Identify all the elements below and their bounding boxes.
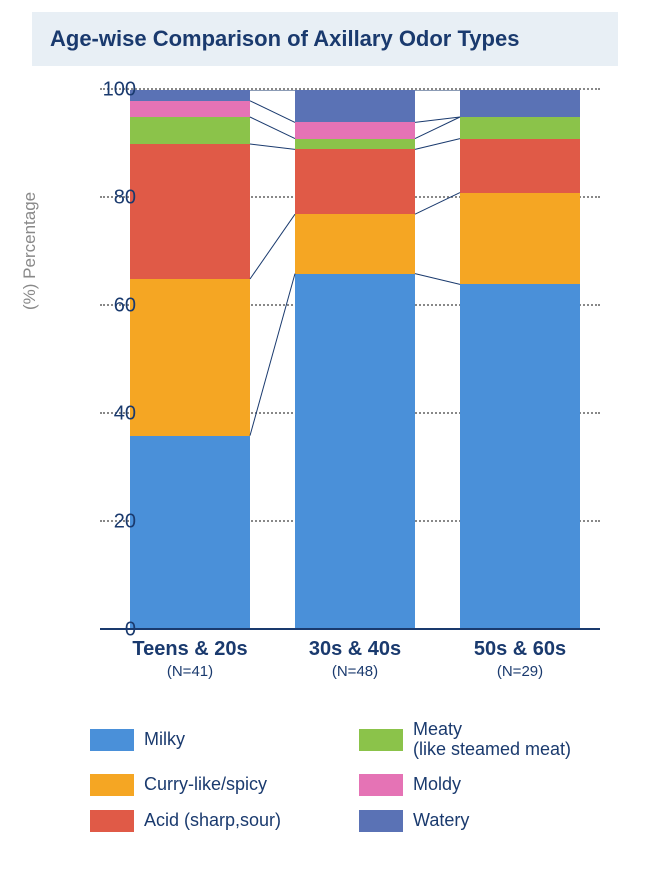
bar-segment-watery xyxy=(295,90,415,122)
legend-label: Curry-like/spicy xyxy=(144,775,267,795)
bar-segment-watery xyxy=(460,90,580,117)
chart-title: Age-wise Comparison of Axillary Odor Typ… xyxy=(32,12,618,66)
legend-swatch xyxy=(359,774,403,796)
y-tick: 80 xyxy=(114,187,136,210)
legend-swatch xyxy=(359,729,403,751)
bar-segment-curry xyxy=(295,214,415,273)
y-tick: 100 xyxy=(103,79,136,102)
legend-item-curry: Curry-like/spicy xyxy=(90,774,351,796)
legend-swatch xyxy=(359,810,403,832)
legend-item-meaty: Meaty(like steamed meat) xyxy=(359,720,620,760)
legend-swatch xyxy=(90,774,134,796)
bar-segment-acid xyxy=(130,144,250,279)
bar-segment-milky xyxy=(460,284,580,630)
bar-segment-acid xyxy=(295,149,415,214)
bar-segment-curry xyxy=(130,279,250,436)
bar-segment-acid xyxy=(460,139,580,193)
x-label-main: 50s & 60s xyxy=(450,638,590,661)
plot-area xyxy=(100,90,600,630)
bar-segment-watery xyxy=(130,90,250,101)
bar-group xyxy=(130,90,250,630)
bar-segment-meaty xyxy=(130,117,250,144)
legend-item-milky: Milky xyxy=(90,720,351,760)
y-axis-label: (%) Percentage xyxy=(20,192,40,310)
legend-label: Acid (sharp,sour) xyxy=(144,811,281,831)
stacked-bar xyxy=(460,90,580,630)
x-label-sub: (N=41) xyxy=(120,663,260,680)
x-label-sub: (N=48) xyxy=(285,663,425,680)
x-label-main: Teens & 20s xyxy=(120,638,260,661)
legend-label: Watery xyxy=(413,811,469,831)
legend-swatch xyxy=(90,810,134,832)
y-tick: 0 xyxy=(125,619,136,642)
bar-segment-moldy xyxy=(130,101,250,117)
bar-segment-moldy xyxy=(295,122,415,138)
x-label-sub: (N=29) xyxy=(450,663,590,680)
legend-label: Meaty(like steamed meat) xyxy=(413,720,571,760)
bar-group xyxy=(295,90,415,630)
bar-segment-meaty xyxy=(295,139,415,150)
stacked-bar xyxy=(295,90,415,630)
y-tick: 60 xyxy=(114,295,136,318)
legend-label: Milky xyxy=(144,730,185,750)
legend: Milky Meaty(like steamed meat) Curry-like/… xyxy=(90,720,620,832)
stacked-bar xyxy=(130,90,250,630)
legend-label: Moldy xyxy=(413,775,461,795)
legend-item-acid: Acid (sharp,sour) xyxy=(90,810,351,832)
bar-group xyxy=(460,90,580,630)
legend-item-watery: Watery xyxy=(359,810,620,832)
x-label-main: 30s & 40s xyxy=(285,638,425,661)
bar-segment-meaty xyxy=(460,117,580,139)
y-tick: 20 xyxy=(114,511,136,534)
x-axis-baseline xyxy=(100,628,600,630)
legend-swatch xyxy=(90,729,134,751)
x-category-label: 50s & 60s (N=29) xyxy=(450,638,590,680)
x-category-label: Teens & 20s (N=41) xyxy=(120,638,260,680)
bar-segment-milky xyxy=(130,436,250,630)
bar-segment-milky xyxy=(295,274,415,630)
bar-segment-curry xyxy=(460,193,580,285)
chart-container: Age-wise Comparison of Axillary Odor Typ… xyxy=(0,0,650,888)
legend-item-moldy: Moldy xyxy=(359,774,620,796)
x-category-label: 30s & 40s (N=48) xyxy=(285,638,425,680)
y-tick: 40 xyxy=(114,403,136,426)
